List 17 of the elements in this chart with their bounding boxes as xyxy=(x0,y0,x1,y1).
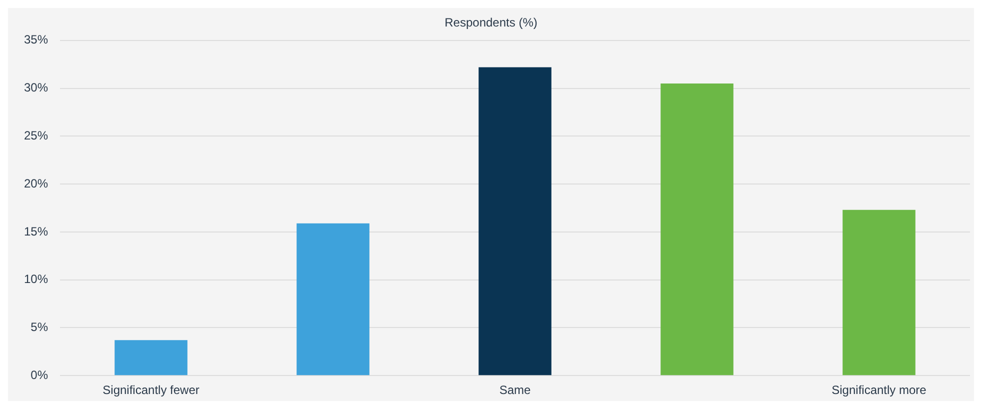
y-tick-label: 15% xyxy=(24,224,48,238)
bar xyxy=(660,83,734,376)
x-tick-label: Same xyxy=(499,383,532,398)
x-tick-label: Significantly fewer xyxy=(102,383,200,398)
y-tick-label: 10% xyxy=(24,272,48,286)
y-tick-label: 25% xyxy=(24,128,48,142)
bar xyxy=(478,67,552,376)
x-tick-label: Significantly more xyxy=(832,383,927,398)
y-tick-label: 0% xyxy=(30,368,48,382)
y-tick-label: 30% xyxy=(24,80,48,95)
y-tick-label: 20% xyxy=(24,176,48,190)
chart-title: Respondents (%) xyxy=(444,16,538,30)
bar xyxy=(842,210,916,376)
y-tick-label: 35% xyxy=(24,32,48,47)
y-tick-label: 5% xyxy=(30,320,48,334)
bar xyxy=(296,223,370,376)
bar xyxy=(114,340,188,376)
